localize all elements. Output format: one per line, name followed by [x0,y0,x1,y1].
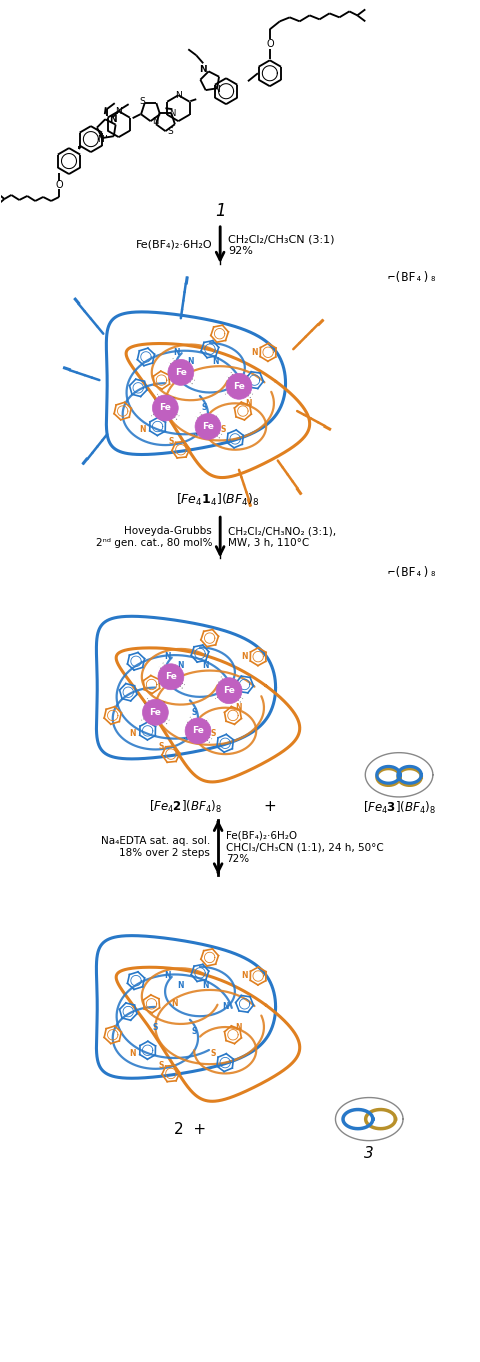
Text: Fe: Fe [175,368,187,377]
Text: 1: 1 [215,202,226,219]
Text: S: S [168,437,174,447]
Text: N: N [203,662,209,670]
Text: N: N [213,84,219,94]
Text: N: N [241,971,248,981]
Text: Fe: Fe [223,686,235,695]
Text: N: N [181,376,188,384]
Text: N: N [222,1002,228,1012]
Text: N: N [171,1000,178,1008]
Text: S: S [153,703,158,712]
Text: +: + [264,799,276,814]
Text: S: S [153,1023,158,1031]
Text: 3: 3 [364,1145,374,1160]
Text: Fe: Fe [165,673,177,681]
Text: S: S [192,1027,197,1036]
Text: N: N [115,106,122,116]
Text: ⌐(BF₄)₈: ⌐(BF₄)₈ [387,565,437,579]
Text: S: S [163,399,168,407]
Text: Fe: Fe [149,708,161,716]
Text: O: O [266,39,274,49]
Circle shape [195,414,221,440]
Text: Fe(BF₄)₂·6H₂O
CHCl₃/CH₃CN (1:1), 24 h, 50°C
72%: Fe(BF₄)₂·6H₂O CHCl₃/CH₃CN (1:1), 24 h, 5… [226,831,384,864]
Text: S: S [158,742,164,750]
Text: S: S [202,403,207,413]
Text: CH₂Cl₂/CH₃NO₂ (3:1),
MW, 3 h, 110°C: CH₂Cl₂/CH₃NO₂ (3:1), MW, 3 h, 110°C [228,527,336,548]
Text: N: N [203,981,209,990]
Circle shape [226,373,252,399]
Text: S: S [221,425,226,434]
Circle shape [168,360,194,385]
Text: S: S [140,97,145,106]
Text: N: N [171,680,178,689]
Text: Fe: Fe [192,726,204,735]
Text: $[Fe_4\mathbf{3}](BF_4)_8$: $[Fe_4\mathbf{3}](BF_4)_8$ [362,799,435,816]
Text: O: O [55,180,63,191]
Text: N: N [251,347,258,357]
Circle shape [185,718,211,744]
Text: N: N [129,1049,135,1058]
Text: $[Fe_4\mathbf{1}_4](BF_4)_8$: $[Fe_4\mathbf{1}_4](BF_4)_8$ [176,492,260,508]
Circle shape [158,663,184,689]
Text: N: N [174,347,180,357]
Text: N: N [177,981,184,990]
Text: Fe: Fe [202,422,214,430]
Text: S: S [192,708,197,716]
Text: $[Fe_4\mathbf{2}](BF_4)_8$: $[Fe_4\mathbf{2}](BF_4)_8$ [149,798,222,814]
Text: N: N [139,425,145,434]
Text: N: N [222,684,228,692]
Text: N: N [109,114,117,124]
Text: N: N [177,662,184,670]
Text: N: N [199,65,207,74]
Text: Fe(BF₄)₂·6H₂O: Fe(BF₄)₂·6H₂O [135,240,212,249]
Text: N: N [169,109,176,117]
Circle shape [153,395,178,421]
Text: ⌐(BF₄)₈: ⌐(BF₄)₈ [387,271,437,285]
Text: Na₄EDTA sat. aq. sol.
18% over 2 steps: Na₄EDTA sat. aq. sol. 18% over 2 steps [101,836,210,858]
Text: Fe: Fe [159,403,171,413]
Text: S: S [168,127,173,136]
Text: S: S [211,730,216,738]
Text: Fe: Fe [233,381,245,391]
Text: N: N [164,652,170,661]
Text: 2  +: 2 + [174,1121,206,1136]
Circle shape [143,699,168,726]
Text: Hoveyda-Grubbs
2ⁿᵈ gen. cat., 80 mol%: Hoveyda-Grubbs 2ⁿᵈ gen. cat., 80 mol% [96,527,212,548]
Text: N: N [175,91,182,99]
Text: N: N [245,399,252,407]
Text: N: N [187,357,194,366]
Text: CH₂Cl₂/CH₃CN (3:1)
92%: CH₂Cl₂/CH₃CN (3:1) 92% [228,234,335,256]
Text: N: N [236,703,242,712]
Text: N: N [232,379,239,388]
Text: N: N [97,135,104,143]
Text: N: N [129,730,135,738]
Text: N: N [164,971,170,981]
Text: N: N [241,652,248,661]
Circle shape [216,678,242,704]
Text: N: N [236,1023,242,1031]
Text: N: N [213,357,219,366]
Text: N: N [152,117,159,125]
Text: S: S [211,1049,216,1058]
Text: S: S [158,1061,164,1071]
